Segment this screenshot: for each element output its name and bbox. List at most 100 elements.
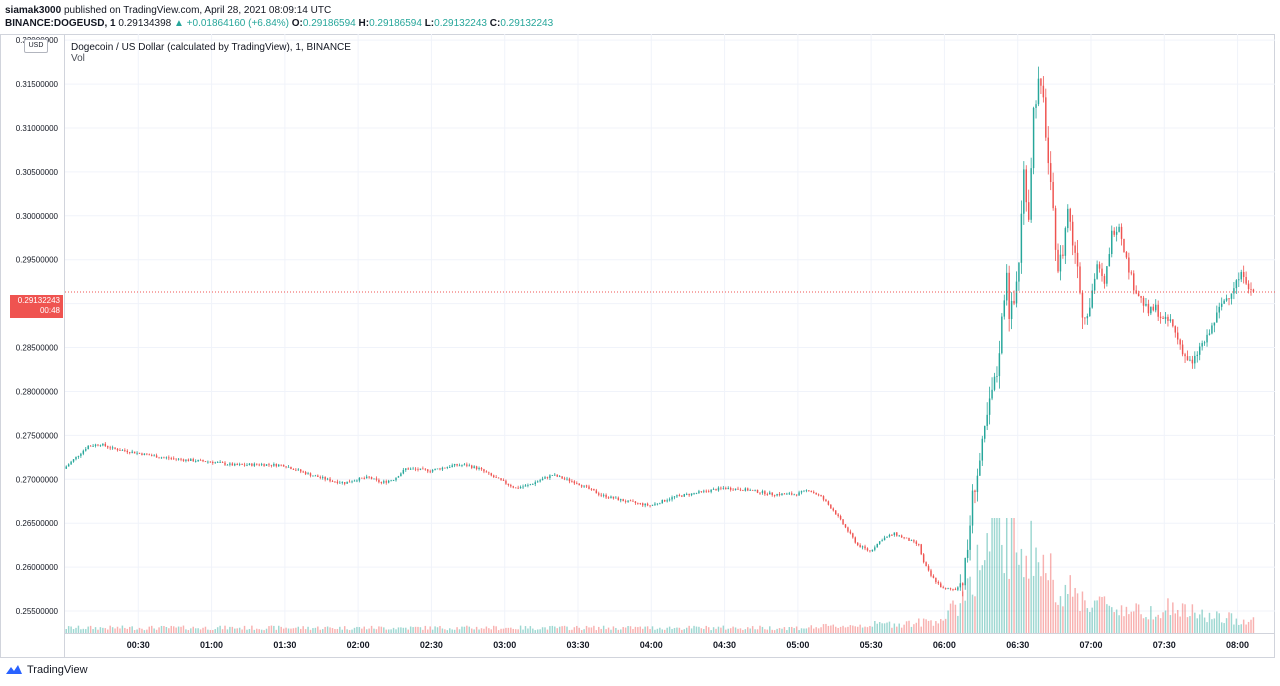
volume-bar xyxy=(502,628,505,633)
volume-bar xyxy=(541,627,544,633)
currency-badge[interactable]: USD xyxy=(24,39,48,53)
volume-bar xyxy=(805,628,808,633)
volume-bar xyxy=(717,626,720,633)
candle-body xyxy=(539,480,541,482)
volume-bar xyxy=(280,626,282,633)
volume-bar xyxy=(957,615,959,633)
candle-body xyxy=(111,447,114,449)
candle-body xyxy=(1052,181,1054,209)
candle-body xyxy=(913,540,915,542)
high-value: 0.29186594 xyxy=(369,18,422,29)
candle-body xyxy=(783,493,786,495)
candle-body xyxy=(935,577,937,583)
volume-bar xyxy=(654,629,656,633)
volume-bar xyxy=(1235,618,1238,633)
volume-bar xyxy=(1186,617,1189,633)
volume-bar xyxy=(642,628,644,633)
time-axis[interactable]: 00:30 01:00 01:30 02:00 02:30 03:00 03:30 04:00… xyxy=(127,640,1249,650)
volume-bar xyxy=(1025,555,1027,633)
volume-bar xyxy=(1040,576,1042,633)
chart-frame[interactable]: 0.320000000.315000000.310000000.30500000… xyxy=(0,34,1275,658)
candle-body xyxy=(751,489,754,491)
volume-bar xyxy=(492,625,495,633)
volume-bar xyxy=(234,628,236,633)
volume-bar xyxy=(925,619,927,633)
volume-bar xyxy=(1216,611,1218,633)
candle-body xyxy=(419,468,422,470)
volume-bar xyxy=(251,625,253,633)
candle-body xyxy=(1081,292,1084,318)
candle-body xyxy=(251,463,253,466)
candle-body xyxy=(957,587,959,590)
volume-bar xyxy=(1218,613,1220,633)
candle-body xyxy=(150,455,153,457)
candle-body xyxy=(104,443,107,447)
candle-body xyxy=(82,450,85,454)
candle-body xyxy=(971,490,974,526)
volume-bar xyxy=(588,627,590,633)
brand-name[interactable]: TradingView xyxy=(27,664,88,676)
tradingview-logo-icon[interactable] xyxy=(5,664,23,676)
volume-bar xyxy=(1196,618,1198,633)
volume-bar xyxy=(89,625,92,633)
candle-body xyxy=(942,587,944,589)
candle-body xyxy=(1213,322,1216,326)
candle-body xyxy=(993,376,996,390)
candle-body xyxy=(236,464,238,466)
volume-bar xyxy=(319,629,322,633)
volume-bar xyxy=(471,628,473,633)
volume-bar xyxy=(663,629,666,633)
volume-bar xyxy=(177,626,180,633)
volume-bar xyxy=(253,629,256,633)
candle-body xyxy=(827,501,830,505)
candle-body xyxy=(1130,272,1133,274)
volume-bar xyxy=(1089,611,1091,633)
volume-bar xyxy=(473,629,475,633)
candle-body xyxy=(370,477,373,479)
candle-body xyxy=(214,462,216,464)
volume-bar xyxy=(1201,609,1203,633)
candle-body xyxy=(202,459,204,462)
candle-body xyxy=(300,469,302,472)
volume-bar xyxy=(825,623,827,633)
volume-bar xyxy=(324,626,326,633)
volume-bar xyxy=(932,625,935,633)
candle-body xyxy=(502,479,505,481)
volume-bar xyxy=(685,627,688,633)
chart-title: Dogecoin / US Dollar (calculated by Trad… xyxy=(71,42,351,53)
volume-bar xyxy=(136,629,138,633)
volume-bar xyxy=(549,626,551,633)
volume-bar xyxy=(1047,580,1049,633)
candle-body xyxy=(1079,266,1081,293)
candle-body xyxy=(749,489,751,491)
candle-body xyxy=(1157,304,1159,317)
time-tick-label: 04:00 xyxy=(640,640,663,650)
volume-bar xyxy=(304,629,307,633)
candle-body xyxy=(754,489,756,491)
candle-body xyxy=(759,492,761,494)
candle-body xyxy=(1235,280,1238,289)
volume-bar xyxy=(820,627,822,633)
volume-bar xyxy=(495,626,497,633)
volume-bar xyxy=(590,627,593,633)
volume-bar xyxy=(891,627,893,633)
volume-bar xyxy=(527,628,529,633)
candle-body xyxy=(126,450,129,453)
volume-bar xyxy=(580,630,583,633)
volume-bar xyxy=(671,628,673,633)
candle-body xyxy=(422,468,424,470)
candle-body xyxy=(319,476,322,478)
candle-body xyxy=(1233,288,1235,294)
candle-body xyxy=(776,494,778,496)
volume-bar xyxy=(659,627,661,633)
candle-body xyxy=(89,445,92,447)
volume-bar xyxy=(453,629,456,633)
volume-bar xyxy=(690,628,693,633)
candle-body xyxy=(896,532,898,536)
volume-bar xyxy=(558,626,561,633)
volume-bar xyxy=(111,627,114,633)
publisher-name[interactable]: siamak3000 xyxy=(5,5,62,16)
volume-bar xyxy=(1252,617,1255,633)
volume-bar xyxy=(378,626,380,633)
time-tick-label: 02:30 xyxy=(420,640,443,650)
